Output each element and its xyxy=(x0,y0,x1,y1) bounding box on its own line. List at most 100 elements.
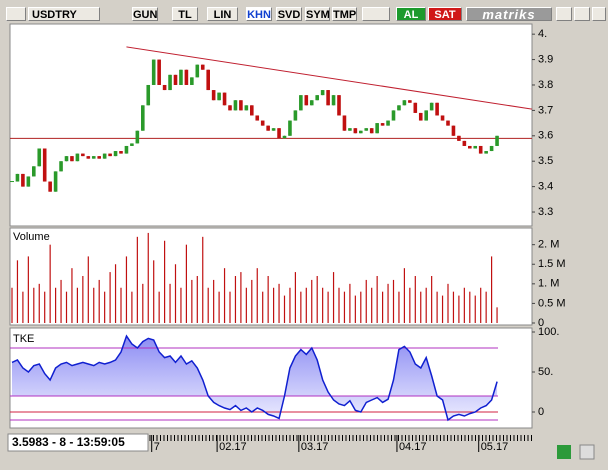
candle xyxy=(179,69,183,85)
candle xyxy=(418,112,423,121)
tool-icon[interactable] xyxy=(362,7,390,21)
price-tick-label: 3.5 xyxy=(538,155,553,167)
price-tick-label: 3.7 xyxy=(538,104,553,116)
settings-icon[interactable] xyxy=(579,444,595,460)
candle xyxy=(102,153,107,159)
candle xyxy=(75,153,80,162)
candle xyxy=(113,151,118,157)
price-tick-label: 3.4 xyxy=(538,181,553,193)
candle xyxy=(108,153,112,157)
candle xyxy=(408,100,412,103)
volume-label: Volume xyxy=(13,231,50,243)
price-tick-label: 3.6 xyxy=(538,130,553,142)
toolbar-button[interactable]: KHN xyxy=(246,7,272,21)
price-tick-label: 3.9 xyxy=(538,53,553,65)
toolbar-button[interactable]: SVD xyxy=(276,7,302,21)
candle xyxy=(15,173,20,182)
toolbar-button[interactable]: GUN xyxy=(132,7,158,21)
toolbar-button[interactable]: SYM xyxy=(305,7,330,21)
candle xyxy=(228,105,232,111)
candle xyxy=(70,156,74,162)
candle xyxy=(53,171,58,192)
candle xyxy=(48,181,52,192)
candle xyxy=(91,156,96,159)
volume-tick-label: 0.5 M xyxy=(538,297,566,309)
candle xyxy=(233,100,238,111)
candle xyxy=(364,128,369,131)
candle xyxy=(141,105,145,131)
candle xyxy=(288,120,292,136)
candle xyxy=(331,95,336,106)
maximize[interactable] xyxy=(574,7,590,21)
refresh-icon[interactable] xyxy=(557,445,571,459)
tke-label: TKE xyxy=(13,333,34,345)
candle xyxy=(397,105,401,111)
volume-tick-label: 2. M xyxy=(538,239,559,251)
candle xyxy=(271,128,276,131)
candle xyxy=(32,166,36,177)
candle xyxy=(250,105,254,116)
candle xyxy=(309,100,314,106)
candle xyxy=(299,95,303,111)
candle xyxy=(402,100,407,106)
candle xyxy=(424,110,428,121)
candle xyxy=(222,92,227,106)
close[interactable] xyxy=(592,7,606,21)
candle xyxy=(190,77,194,85)
tke-tick-label: 50. xyxy=(538,366,553,378)
candle xyxy=(162,84,167,91)
candle xyxy=(429,102,434,111)
candle xyxy=(244,105,249,111)
date-label: 04.17 xyxy=(399,441,427,453)
date-label: 05.17 xyxy=(481,441,509,453)
candle xyxy=(380,123,385,126)
candle xyxy=(217,92,221,101)
candle xyxy=(315,95,319,101)
candle xyxy=(353,128,358,134)
minimize[interactable] xyxy=(556,7,572,21)
candle xyxy=(326,90,330,106)
candle xyxy=(255,115,260,121)
candle xyxy=(157,59,161,85)
tke-line xyxy=(11,334,498,422)
candle xyxy=(359,130,363,134)
candle xyxy=(348,128,352,131)
status: 3.5983 - 8 - 13:59:05 xyxy=(12,435,125,449)
brand: matriks xyxy=(466,7,552,22)
candle xyxy=(293,110,298,121)
candle xyxy=(64,156,69,162)
candle xyxy=(462,140,467,146)
candle xyxy=(277,128,281,139)
candle xyxy=(21,173,25,187)
toolbar-button[interactable]: TL xyxy=(172,7,198,21)
tke-tick-label: 0 xyxy=(538,406,544,418)
candle xyxy=(413,102,418,113)
candle xyxy=(440,115,445,121)
candle xyxy=(200,64,205,70)
candle xyxy=(435,102,439,116)
candle xyxy=(478,145,483,154)
candle xyxy=(97,156,101,159)
candle xyxy=(451,125,456,136)
toolbar-button[interactable]: LIN xyxy=(207,7,238,21)
date-label: 7 xyxy=(154,441,160,453)
toolbar-button[interactable]: TMP xyxy=(332,7,357,21)
symbol[interactable]: USDTRY xyxy=(28,7,100,21)
candle xyxy=(59,161,63,172)
chart-icon[interactable] xyxy=(6,7,26,21)
candle xyxy=(151,59,156,85)
candle xyxy=(81,153,85,157)
candle xyxy=(119,151,123,154)
buy-button[interactable]: AL xyxy=(396,7,426,21)
candle xyxy=(239,100,243,111)
candle xyxy=(42,148,47,182)
candle xyxy=(320,90,325,96)
volume-tick-label: 1.5 M xyxy=(538,258,566,270)
candle xyxy=(184,69,189,85)
candle xyxy=(135,130,140,144)
sell-button[interactable]: SAT xyxy=(428,7,462,21)
volume-panel xyxy=(9,227,533,326)
candle xyxy=(457,135,461,141)
candle xyxy=(495,135,499,146)
